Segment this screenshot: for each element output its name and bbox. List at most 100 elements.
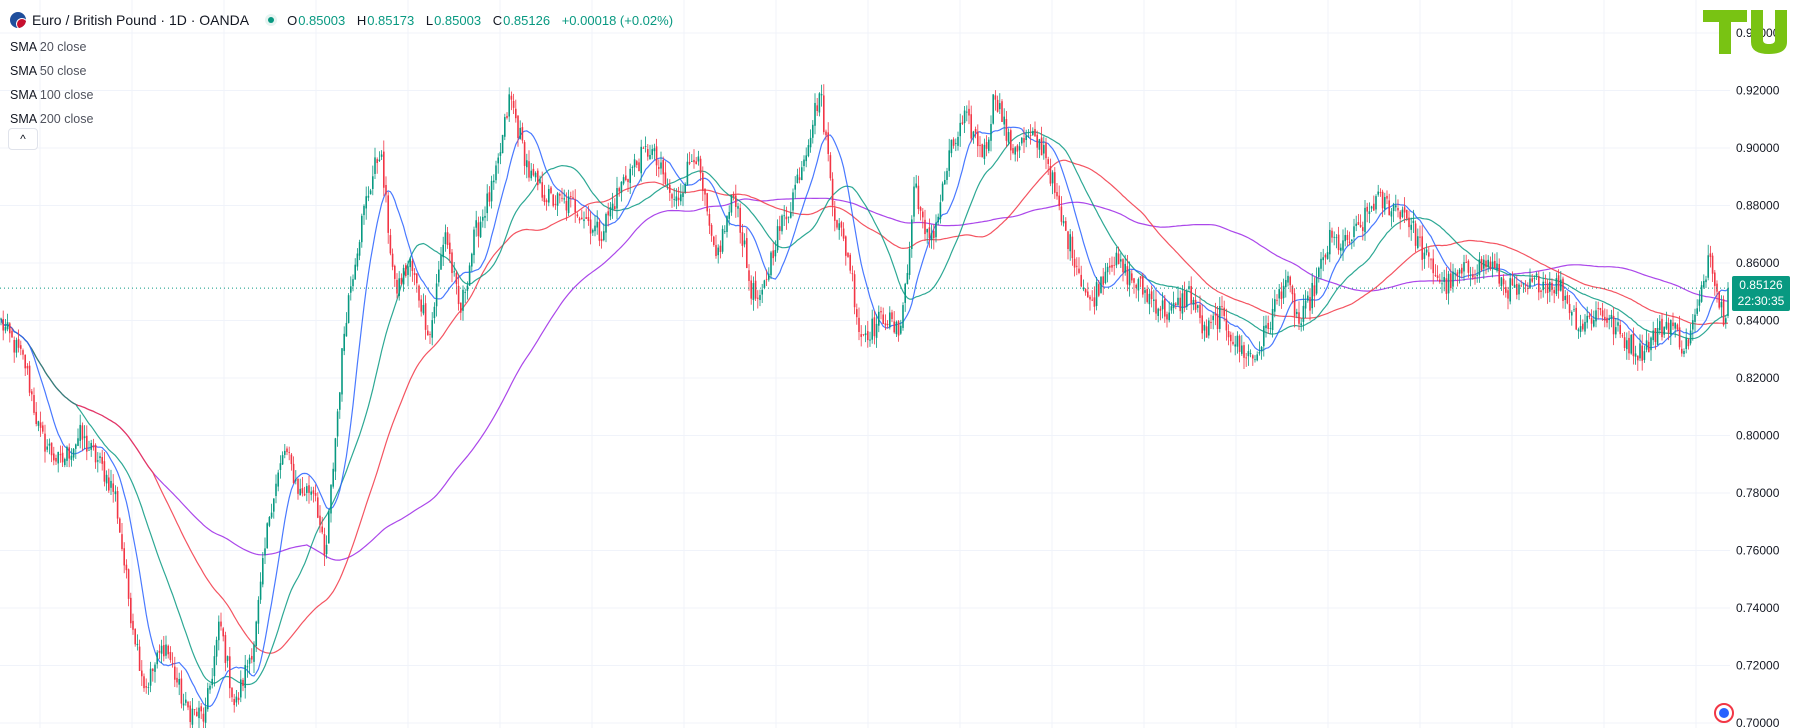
- candle-body: [1203, 324, 1206, 331]
- candle-body: [902, 305, 904, 328]
- candle-body: [1214, 313, 1217, 316]
- candle-body: [741, 232, 744, 246]
- collapse-legend-button[interactable]: ^: [8, 128, 38, 150]
- candle-body: [125, 564, 128, 571]
- candle-body: [20, 345, 22, 349]
- candle-body: [1001, 101, 1003, 122]
- candle-body: [893, 321, 895, 333]
- candle-body: [1258, 352, 1261, 354]
- candle-body: [24, 354, 26, 369]
- candle-body: [268, 516, 271, 526]
- candle-body: [801, 167, 803, 181]
- candle-body: [1384, 197, 1386, 210]
- candle-body: [1313, 285, 1316, 297]
- legend-sma-200[interactable]: SMA 200 close: [10, 112, 94, 126]
- price-axis[interactable]: 0.70000 0.72000 0.74000 0.76000 0.78000 0.800…: [1736, 26, 1780, 728]
- candle-body: [1639, 343, 1641, 359]
- candle-body: [1718, 291, 1720, 308]
- candle-body: [1505, 287, 1507, 293]
- candle-body: [552, 194, 554, 206]
- candle-body: [167, 645, 169, 655]
- legend-sma-100[interactable]: SMA 100 close: [10, 88, 94, 102]
- legend-sma-50[interactable]: SMA 50 close: [10, 64, 87, 78]
- candle-body: [211, 678, 213, 686]
- candle-body: [869, 339, 871, 341]
- candle-body: [1461, 267, 1463, 274]
- candle-body: [988, 139, 990, 151]
- candle-body: [114, 491, 117, 495]
- market-status-icon[interactable]: [265, 14, 278, 26]
- candle-body: [191, 708, 194, 725]
- candle-body: [281, 455, 284, 465]
- candle-body: [1346, 234, 1349, 241]
- sma-50-line: [0, 131, 1729, 686]
- candle-body: [1326, 252, 1329, 259]
- candle-body: [1663, 326, 1665, 335]
- candle-body: [1274, 299, 1276, 312]
- candle-body: [1399, 211, 1401, 219]
- candle-body: [1408, 217, 1410, 228]
- candle-body: [790, 212, 792, 218]
- candle-body: [169, 651, 172, 661]
- candle-body: [537, 170, 539, 186]
- candle-body: [361, 215, 363, 243]
- candle-body: [1590, 318, 1593, 324]
- candle-body: [341, 348, 343, 395]
- candle-body: [834, 208, 836, 221]
- candle-body: [220, 621, 222, 627]
- candle-body: [1652, 330, 1654, 341]
- bar-countdown: 22:30:35: [1737, 294, 1785, 309]
- candle-body: [559, 193, 561, 196]
- candle-body: [1414, 223, 1417, 246]
- candle-body: [1555, 278, 1558, 294]
- candle-body: [1397, 207, 1399, 211]
- candle-body: [897, 321, 900, 336]
- candle-body: [627, 179, 629, 183]
- candle-body: [1285, 280, 1287, 288]
- candle-body: [1296, 311, 1298, 315]
- candle-body: [1291, 285, 1294, 295]
- candle-body: [1520, 285, 1522, 287]
- candle-body: [1584, 321, 1586, 332]
- candle-body: [275, 483, 277, 497]
- candle-body: [1109, 265, 1111, 268]
- candle-body: [1439, 279, 1441, 282]
- candle-body: [1421, 236, 1423, 260]
- candle-body: [163, 645, 165, 657]
- candle-body: [314, 493, 317, 496]
- candle-body: [827, 132, 829, 154]
- candle-body: [655, 146, 658, 166]
- candle-body: [526, 160, 528, 168]
- candle-body: [385, 185, 387, 195]
- candle-body: [189, 705, 191, 723]
- candle-body: [17, 339, 20, 348]
- candle-body: [231, 687, 233, 698]
- candle-body: [257, 599, 260, 624]
- y-tick-label: 0.74000: [1736, 601, 1780, 615]
- candle-body: [292, 463, 295, 484]
- candle-body: [334, 438, 337, 472]
- candle-body: [290, 454, 293, 465]
- candle-body: [72, 448, 75, 458]
- candle-body: [922, 211, 924, 218]
- tradingview-icon[interactable]: [1714, 703, 1734, 723]
- candle-body: [1329, 229, 1331, 255]
- candle-body: [198, 707, 200, 719]
- candle-body: [1582, 323, 1584, 330]
- candle-body: [433, 306, 436, 319]
- candle-body: [383, 151, 385, 188]
- candle-body: [431, 320, 433, 338]
- candle-body: [1597, 307, 1599, 309]
- y-tick-label: 0.78000: [1736, 486, 1780, 500]
- symbol-title[interactable]: Euro / British Pound · 1D · OANDA: [32, 12, 250, 28]
- candle-body: [798, 177, 801, 180]
- candle-body: [255, 621, 257, 646]
- candle-body: [182, 703, 185, 706]
- candle-body: [455, 272, 458, 285]
- candle-body: [31, 391, 33, 395]
- candle-body: [1681, 348, 1683, 354]
- candle-body: [1241, 345, 1243, 354]
- legend-sma-20[interactable]: SMA 20 close: [10, 40, 87, 54]
- sma-100-path: [0, 159, 1729, 654]
